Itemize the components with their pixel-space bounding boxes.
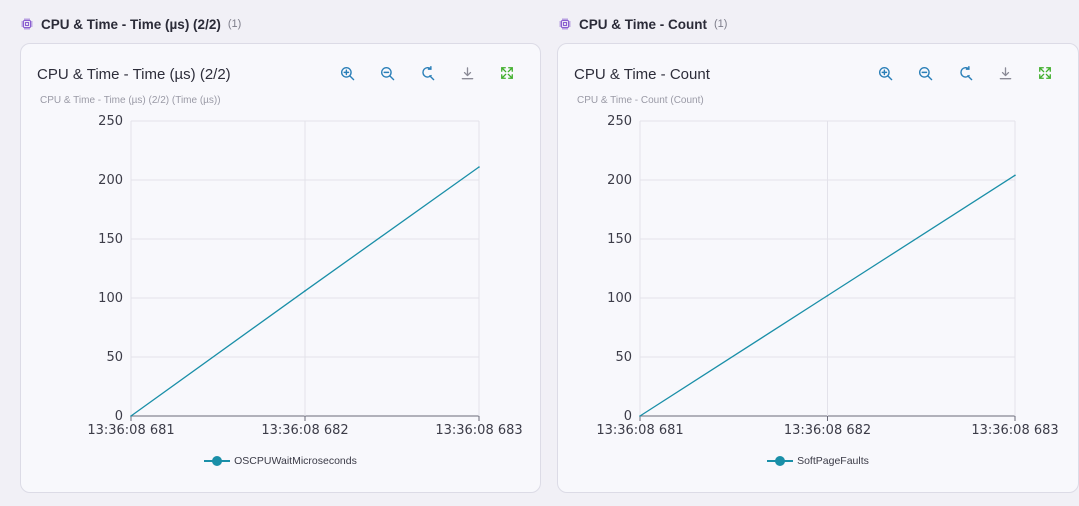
legend-label[interactable]: OSCPUWaitMicroseconds [234,455,357,467]
card-title: CPU & Time - Time (µs) (2/2) [37,66,231,83]
y-tick-label: 250 [98,114,123,129]
fullscreen-icon[interactable] [498,64,516,82]
section-header: CPU & Time - Count (1) [558,14,727,34]
section-header: CPU & Time - Time (µs) (2/2) (1) [20,14,241,34]
data-point[interactable] [1014,174,1016,177]
chart-legend: SoftPageFaults [558,455,1078,467]
cpu-chip-icon [558,17,572,31]
chart-card: CPU & Time - Time (µs) (2/2) CPU & Time … [20,43,541,493]
x-tick-label: 13:36:08 682 [261,423,348,438]
chart-subtitle: CPU & Time - Time (µs) (2/2) (Time (µs)) [40,95,221,106]
y-tick-label: 100 [607,291,632,306]
x-tick-label: 13:36:08 682 [784,423,871,438]
y-tick-label: 150 [607,232,632,247]
y-tick-label: 150 [98,232,123,247]
x-tick-label: 13:36:08 681 [87,423,174,438]
section-title: CPU & Time - Time (µs) (2/2) [41,16,221,32]
chart-legend: OSCPUWaitMicroseconds [21,455,540,467]
legend-label[interactable]: SoftPageFaults [797,455,869,467]
y-tick-label: 250 [607,114,632,129]
reset-zoom-icon[interactable] [956,64,974,82]
y-tick-label: 50 [106,350,123,365]
chart-card: CPU & Time - Count CPU & Time - Count (C… [557,43,1079,493]
y-tick-label: 50 [615,350,632,365]
x-tick-label: 13:36:08 683 [971,423,1058,438]
data-point[interactable] [478,166,480,168]
y-tick-label: 0 [624,409,632,424]
x-tick-label: 13:36:08 683 [435,423,522,438]
reset-zoom-icon[interactable] [418,64,436,82]
section-title: CPU & Time - Count [579,16,707,32]
chart-toolbar [338,64,516,82]
fullscreen-icon[interactable] [1036,64,1054,82]
chart-subtitle: CPU & Time - Count (Count) [577,95,704,106]
download-icon[interactable] [996,64,1014,82]
grid-lines [130,120,480,421]
y-tick-label: 200 [98,173,123,188]
y-tick-label: 100 [98,291,123,306]
zoom-in-icon[interactable] [338,64,356,82]
section-count: (1) [227,18,242,30]
data-point[interactable] [826,294,829,297]
data-point[interactable] [130,415,132,417]
data-point[interactable] [304,290,306,292]
zoom-in-icon[interactable] [876,64,894,82]
section-count: (1) [714,18,728,30]
x-tick-label: 13:36:08 681 [596,423,683,438]
legend-marker-icon [204,456,231,466]
zoom-out-icon[interactable] [916,64,934,82]
y-tick-label: 200 [607,173,632,188]
data-point[interactable] [639,415,641,417]
download-icon[interactable] [458,64,476,82]
cpu-chip-icon [20,17,34,31]
line-chart: 0 50 100 150 200 250 13:36:08 681 13:36:08 682 1… [596,114,1058,438]
line-chart: 0 50 100 150 200 250 13:36:08 681 13:36:08 682 1… [87,114,522,438]
legend-marker-icon [767,456,794,466]
grid-lines [639,120,1016,421]
chart-section-count: CPU & Time - Count (1) CPU & Time - Coun… [548,0,1079,506]
chart-section-time: CPU & Time - Time (µs) (2/2) (1) CPU & T… [20,14,541,493]
card-title: CPU & Time - Count [574,66,710,83]
chart-toolbar [876,64,1054,82]
y-tick-label: 0 [115,409,123,424]
zoom-out-icon[interactable] [378,64,396,82]
